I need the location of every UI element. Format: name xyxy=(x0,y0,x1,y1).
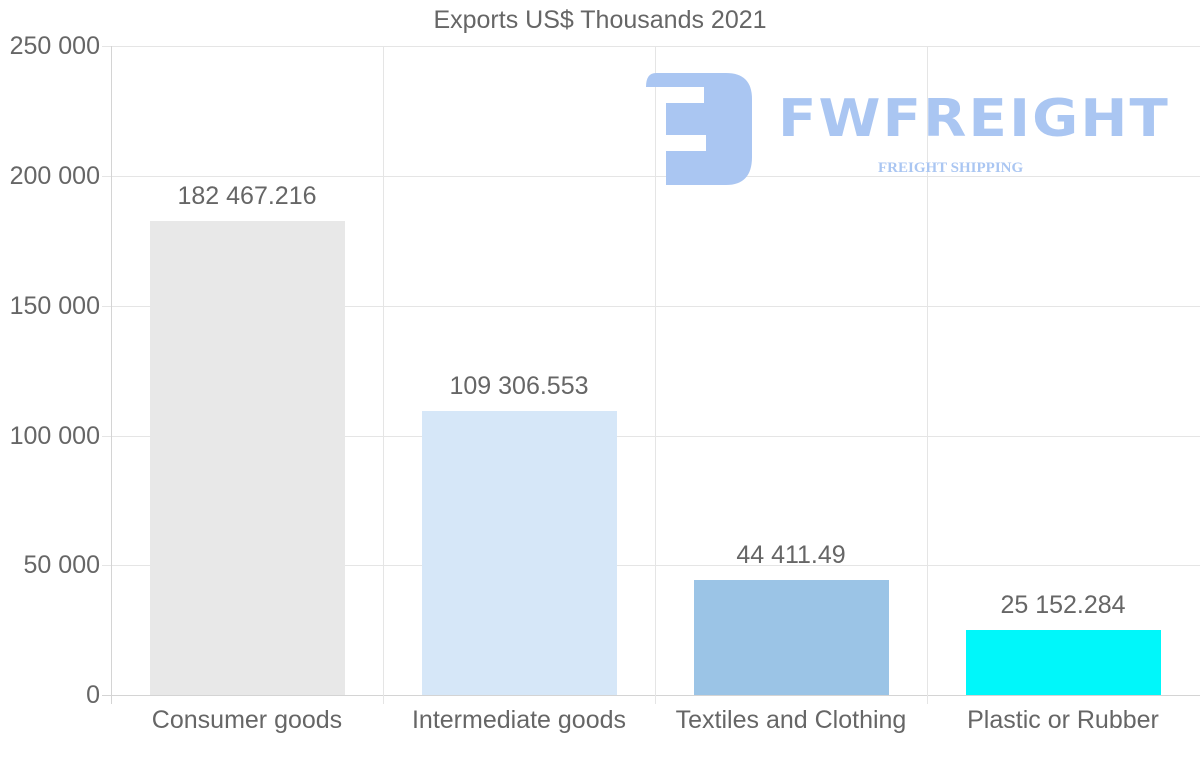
bar-value-label: 25 152.284 xyxy=(1000,591,1126,619)
bar-textiles-and-clothing[interactable] xyxy=(694,580,889,695)
bar-value-label: 44 411.49 xyxy=(736,541,846,569)
bar-intermediate-goods[interactable] xyxy=(422,411,617,695)
y-tick-label: 100 000 xyxy=(9,422,100,450)
gridline-50000 xyxy=(102,565,1200,566)
fwfreight-logo-icon xyxy=(646,73,752,185)
vgridline-2 xyxy=(655,46,656,704)
x-tick-label: Intermediate goods xyxy=(411,706,627,734)
y-tick-label: 150 000 xyxy=(9,292,100,320)
y-tick-label: 250 000 xyxy=(9,32,100,60)
watermark-tagline: FREIGHT SHIPPING xyxy=(878,160,1024,176)
gridline-100000 xyxy=(102,436,1200,437)
fwfreight-watermark: FWFREIGHT FREIGHT SHIPPING xyxy=(646,73,1168,188)
x-tick-label: Consumer goods xyxy=(151,706,343,734)
gridline-200000 xyxy=(102,176,1200,177)
y-axis-line xyxy=(111,46,112,704)
gridline-250000 xyxy=(102,46,1200,47)
y-tick-label: 200 000 xyxy=(9,162,100,190)
y-tick-label: 0 xyxy=(86,681,100,709)
x-tick-label: Textiles and Clothing xyxy=(675,706,907,734)
bar-consumer-goods[interactable] xyxy=(150,221,345,695)
vgridline-3 xyxy=(927,46,928,704)
gridline-150000 xyxy=(102,306,1200,307)
x-tick-label: Plastic or Rubber xyxy=(967,706,1159,734)
bar-plastic-or-rubber[interactable] xyxy=(966,630,1161,695)
x-axis-line xyxy=(102,695,1200,696)
chart-title: Exports US$ Thousands 2021 xyxy=(433,6,767,34)
vgridline-1 xyxy=(383,46,384,704)
y-tick-label: 50 000 xyxy=(23,551,100,579)
bar-value-label: 109 306.553 xyxy=(449,372,589,400)
bar-value-label: 182 467.216 xyxy=(177,182,317,210)
watermark-brand: FWFREIGHT xyxy=(778,89,1171,149)
